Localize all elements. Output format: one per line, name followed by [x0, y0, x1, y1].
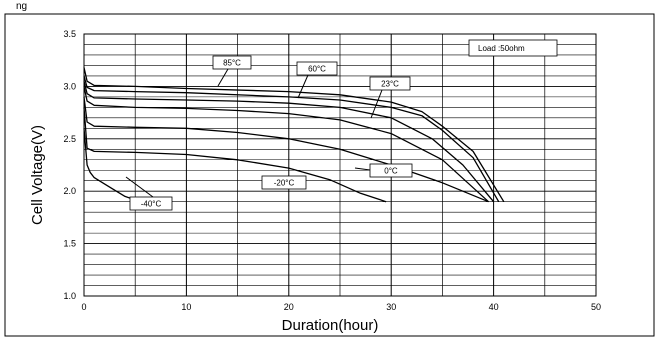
temperature-leader-line [125, 176, 154, 198]
temperature-leader-line [370, 89, 383, 119]
x-tick-label: 30 [386, 302, 396, 312]
series-line-3 [83, 81, 495, 203]
y-axis-title: Cell Voltage(V) [29, 125, 46, 225]
label-layer: 85°C 60°C 23°C 0°C -20°C -40°C [125, 55, 413, 211]
x-tick-label: 40 [489, 302, 499, 312]
y-tick-label: 1.0 [63, 291, 76, 301]
temperature-label-box [369, 163, 413, 178]
temperature-label: -40°C [141, 200, 162, 209]
temperature-label-box [129, 196, 173, 211]
temperature-label: -20°C [274, 179, 295, 188]
series-line-2 [83, 75, 500, 203]
temperature-label-box [369, 76, 411, 91]
x-tick-label: 0 [81, 302, 86, 312]
temperature-label: 0°C [384, 167, 398, 176]
y-tick-label: 2.0 [63, 186, 76, 196]
outer-frame [4, 13, 655, 337]
series-line-1 [83, 67, 505, 203]
load-annotation: Load :50ohm [468, 39, 558, 57]
x-tick-label: 10 [181, 302, 191, 312]
series-line-4 [83, 86, 489, 203]
series-line-6 [83, 107, 387, 203]
x-tick-label: 20 [284, 302, 294, 312]
temperature-label-box [296, 61, 338, 76]
y-tick-label: 3.0 [63, 81, 76, 91]
y-tick-label: 1.5 [63, 239, 76, 249]
tick-label-layer: 0 10 20 30 40 50 1.0 1.5 2.0 2.5 3.0 3.5 [63, 29, 601, 312]
x-tick-label: 50 [591, 302, 601, 312]
plot-border [83, 33, 597, 297]
temperature-leader-line [354, 167, 371, 171]
load-annotation-text: Load :50ohm [478, 44, 525, 53]
load-annotation-box [468, 39, 558, 57]
temperature-label-box [212, 55, 252, 70]
y-tick-label: 3.5 [63, 29, 76, 39]
x-axis-title: Duration(hour) [282, 317, 379, 334]
temperature-leader-line [217, 68, 229, 87]
header-text: ng [16, 1, 27, 12]
series-layer [83, 67, 505, 203]
y-tick-label: 2.5 [63, 134, 76, 144]
temperature-leader-line [297, 74, 309, 99]
temperature-label: 23°C [381, 80, 399, 89]
series-line-7 [83, 128, 141, 203]
temperature-label: 60°C [308, 65, 326, 74]
temperature-label: 85°C [223, 59, 241, 68]
temperature-label-box [261, 175, 307, 190]
